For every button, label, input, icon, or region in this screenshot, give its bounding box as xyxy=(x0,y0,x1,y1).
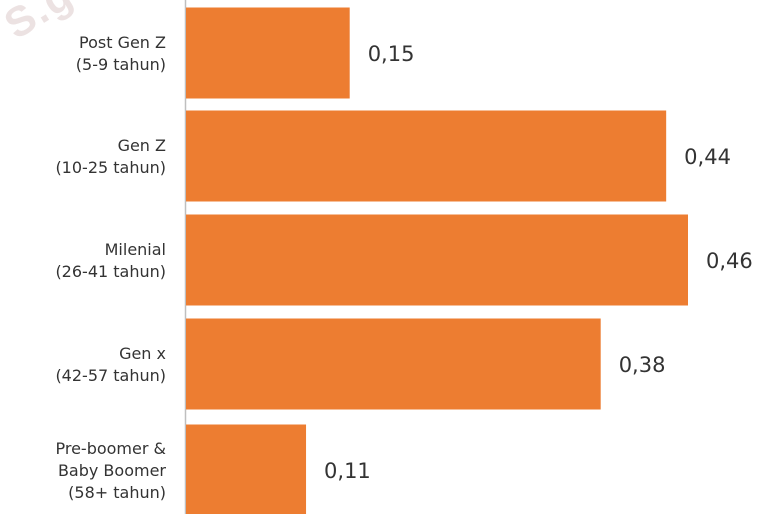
value-label-2: 0,46 xyxy=(706,249,753,273)
value-label-0: 0,15 xyxy=(368,42,415,66)
category-label-4: Pre-boomer & Baby Boomer (58+ tahun) xyxy=(55,439,166,502)
category-label-0-line-0: Post Gen Z xyxy=(79,33,166,52)
category-label-2-line-0: Milenial xyxy=(105,240,166,259)
bar-3 xyxy=(186,318,601,410)
category-label-0: Post Gen Z (5-9 tahun) xyxy=(76,33,166,74)
category-labels-group: Post Gen Z (5-9 tahun) Gen Z (10-25 tahun) M… xyxy=(55,33,166,502)
bar-2 xyxy=(186,214,688,306)
value-label-3: 0,38 xyxy=(619,353,666,377)
bar-0 xyxy=(186,7,350,99)
category-label-1: Gen Z (10-25 tahun) xyxy=(55,136,166,177)
category-label-4-line-0: Pre-boomer & xyxy=(55,439,166,458)
value-label-4: 0,11 xyxy=(324,459,371,483)
category-label-1-line-1: (10-25 tahun) xyxy=(55,158,166,177)
category-label-2-line-1: (26-41 tahun) xyxy=(55,262,166,281)
category-label-3-line-1: (42-57 tahun) xyxy=(55,366,166,385)
category-label-4-line-2: (58+ tahun) xyxy=(68,483,166,502)
value-label-1: 0,44 xyxy=(684,145,731,169)
category-label-2: Milenial (26-41 tahun) xyxy=(55,240,166,281)
category-label-0-line-1: (5-9 tahun) xyxy=(76,55,166,74)
bar-1 xyxy=(186,110,667,202)
category-label-1-line-0: Gen Z xyxy=(118,136,166,155)
category-label-3: Gen x (42-57 tahun) xyxy=(55,344,166,385)
category-label-4-line-1: Baby Boomer xyxy=(58,461,166,480)
bars-group xyxy=(186,7,688,514)
category-label-3-line-0: Gen x xyxy=(119,344,166,363)
bar-4 xyxy=(186,424,307,514)
value-labels-group: 0,15 0,44 0,46 0,38 0,11 xyxy=(324,42,753,483)
